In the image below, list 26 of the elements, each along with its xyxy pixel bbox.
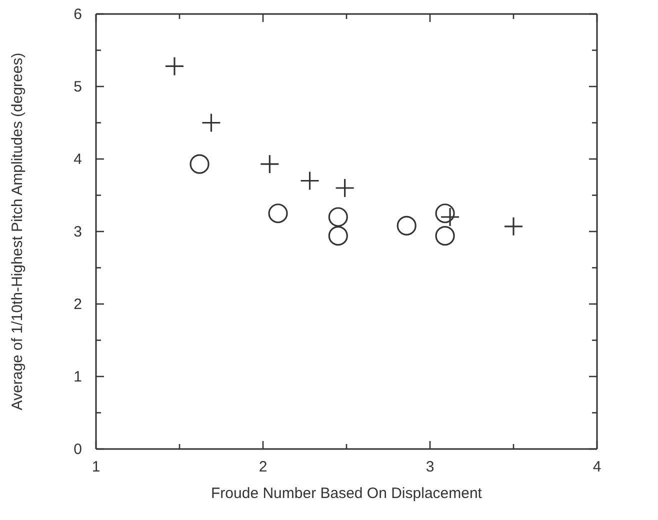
y-tick-label: 0 [74, 440, 82, 458]
point [260, 154, 280, 174]
point [328, 207, 348, 227]
y-tick-label: 1 [74, 368, 82, 386]
point [328, 226, 348, 246]
y-tick-label: 4 [74, 150, 82, 168]
y-tick-label: 3 [74, 223, 82, 240]
point [201, 112, 222, 133]
point [435, 204, 455, 224]
x-tick-label: 3 [426, 458, 434, 476]
y-tick-label: 5 [74, 78, 82, 96]
x-tick-label: 1 [92, 458, 100, 476]
x-axis-title: Froude Number Based On Displacement [211, 485, 483, 502]
point [504, 216, 524, 236]
point [164, 56, 184, 76]
point [435, 226, 455, 246]
x-tick-label: 2 [258, 458, 268, 476]
point [396, 216, 416, 236]
y-tick-label: 2 [74, 296, 82, 313]
point [335, 178, 355, 198]
point [300, 170, 320, 191]
point [268, 204, 288, 224]
point [190, 154, 210, 174]
y-axis-title: Average of 1/10th-Highest Pitch Amplitudes (degrees) [9, 52, 26, 410]
y-tick-label: 6 [74, 6, 82, 23]
x-tick-label: 4 [592, 458, 602, 476]
